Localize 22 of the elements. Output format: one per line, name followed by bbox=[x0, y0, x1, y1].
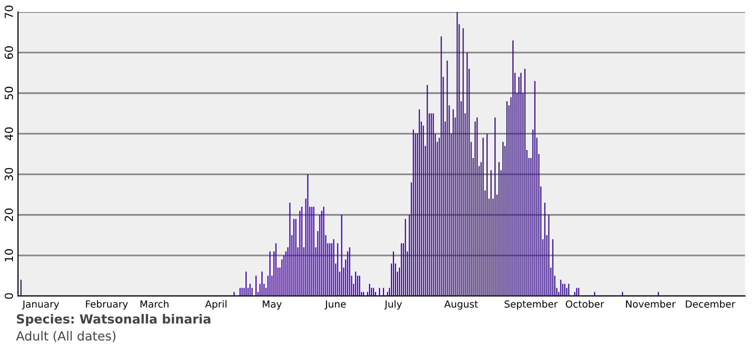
x-tick-label: June bbox=[324, 300, 346, 310]
text: Adult (All dates) bbox=[16, 330, 116, 342]
x-tick-label: November bbox=[626, 300, 676, 308]
y-tick-label: 40 bbox=[4, 127, 14, 140]
x-tick-label: August bbox=[444, 300, 478, 310]
x-tick-label: December bbox=[686, 300, 736, 308]
y-tick-label: 60 bbox=[4, 46, 14, 59]
y-tick-label: 10 bbox=[4, 249, 14, 262]
x-tick-label: April bbox=[205, 300, 226, 310]
y-tick-label: 20 bbox=[4, 208, 14, 222]
y-tick-label: 0 bbox=[4, 293, 14, 299]
text: Species: Watsonalla binaria bbox=[16, 314, 210, 326]
x-tick-label: March bbox=[140, 300, 168, 308]
y-tick-label: 50 bbox=[4, 86, 14, 100]
x-tick-label: September bbox=[504, 300, 558, 310]
x-tick-label: October bbox=[566, 300, 604, 308]
x-tick-label: February bbox=[86, 300, 128, 310]
y-tick-label: 30 bbox=[4, 168, 14, 181]
y-tick-label: 70 bbox=[4, 6, 14, 18]
x-tick-label: May bbox=[262, 300, 282, 310]
x-tick-label: January bbox=[22, 300, 60, 310]
x-tick-label: July bbox=[384, 300, 402, 310]
